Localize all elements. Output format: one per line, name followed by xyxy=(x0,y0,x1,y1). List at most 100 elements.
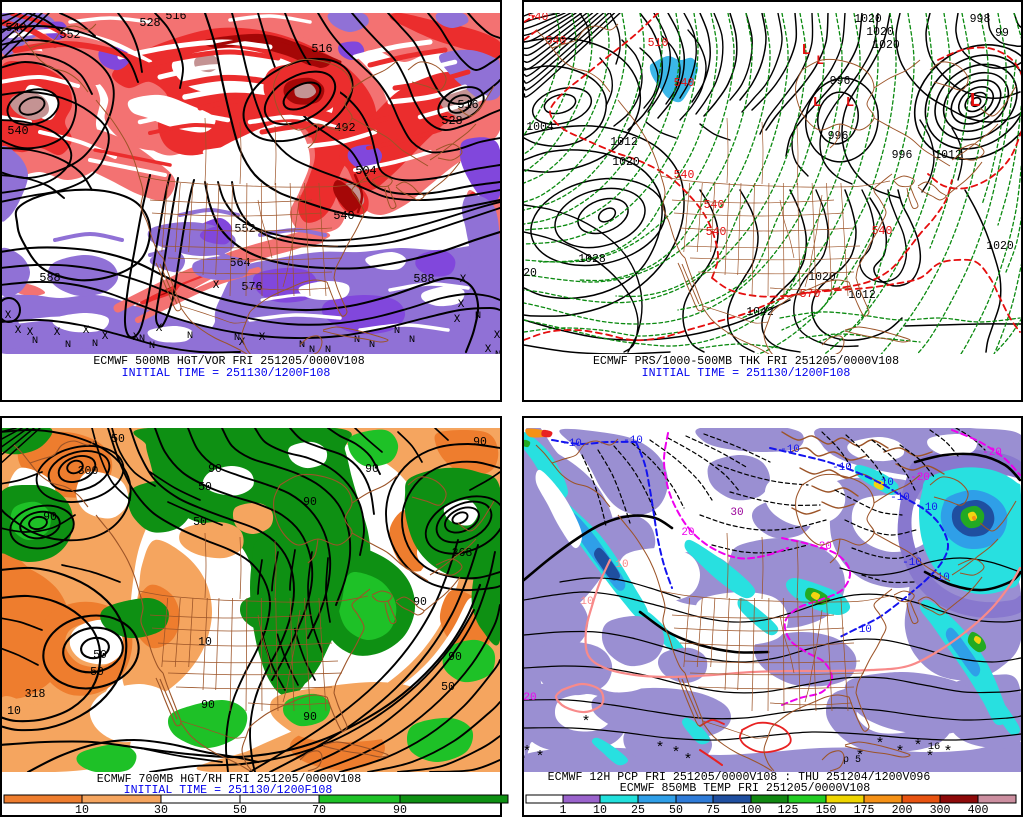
svg-text:30: 30 xyxy=(730,507,743,519)
svg-text:1020: 1020 xyxy=(854,13,882,26)
svg-text:-10: -10 xyxy=(562,438,582,450)
svg-text:20: 20 xyxy=(523,267,537,280)
svg-text:*: * xyxy=(655,740,664,757)
svg-text:50: 50 xyxy=(111,433,125,446)
svg-text:-10: -10 xyxy=(930,572,950,584)
svg-text:L: L xyxy=(813,95,821,111)
svg-text:516: 516 xyxy=(165,9,186,23)
svg-text:-10: -10 xyxy=(890,492,910,504)
svg-text:75: 75 xyxy=(706,804,720,817)
svg-text:*: * xyxy=(535,749,544,766)
svg-text:998: 998 xyxy=(970,13,991,26)
svg-text:N: N xyxy=(495,349,501,361)
svg-text:540: 540 xyxy=(674,169,695,182)
svg-text:L: L xyxy=(738,3,745,17)
svg-text:996: 996 xyxy=(830,75,851,88)
svg-text:50: 50 xyxy=(90,666,104,679)
svg-text:10: 10 xyxy=(593,804,607,817)
svg-text:-10: -10 xyxy=(874,477,894,489)
svg-text:L: L xyxy=(846,95,854,111)
svg-text:90: 90 xyxy=(303,496,317,509)
svg-text:516: 516 xyxy=(457,98,478,112)
svg-text:540: 540 xyxy=(7,124,28,138)
svg-text:-10: -10 xyxy=(902,557,922,569)
svg-text:400: 400 xyxy=(968,804,989,817)
svg-text:N: N xyxy=(309,344,315,356)
svg-text:ECMWF PRS/1000-500MB THK FRI 2: ECMWF PRS/1000-500MB THK FRI 251205/0000… xyxy=(593,355,899,368)
svg-text:-10: -10 xyxy=(623,435,643,447)
svg-text:10: 10 xyxy=(580,596,593,608)
svg-text:INITIAL TIME = 251130/1200F108: INITIAL TIME = 251130/1200F108 xyxy=(642,367,851,380)
svg-text:*: * xyxy=(913,738,922,755)
svg-text:-20: -20 xyxy=(910,472,930,484)
svg-text:*: * xyxy=(671,745,680,762)
svg-text:50: 50 xyxy=(93,649,107,662)
svg-text:90: 90 xyxy=(365,463,379,476)
svg-text:175: 175 xyxy=(854,804,875,817)
svg-text:540: 540 xyxy=(674,77,695,90)
svg-text:N: N xyxy=(394,325,400,337)
svg-text:1020: 1020 xyxy=(612,156,640,169)
svg-text:X: X xyxy=(213,280,220,292)
svg-text:300: 300 xyxy=(930,804,951,817)
svg-text:25: 25 xyxy=(631,804,645,817)
svg-text:N: N xyxy=(139,333,145,345)
svg-text:20: 20 xyxy=(523,692,536,704)
svg-text:1012: 1012 xyxy=(610,136,638,149)
svg-text:-20: -20 xyxy=(982,447,1002,459)
svg-text:1028: 1028 xyxy=(578,253,606,266)
svg-text:90: 90 xyxy=(303,711,317,724)
svg-text:*: * xyxy=(522,744,531,761)
svg-text:10: 10 xyxy=(75,804,89,817)
svg-text:50: 50 xyxy=(198,481,212,494)
svg-text:50: 50 xyxy=(233,804,247,817)
svg-text:N: N xyxy=(187,330,193,342)
svg-text:90: 90 xyxy=(208,463,222,476)
svg-text:X: X xyxy=(27,327,34,339)
svg-text:-10: -10 xyxy=(832,462,852,474)
svg-text:70: 70 xyxy=(312,804,326,817)
svg-text:1004: 1004 xyxy=(526,121,554,134)
svg-text:*: * xyxy=(683,752,692,769)
svg-text:540: 540 xyxy=(528,11,549,24)
svg-text:318: 318 xyxy=(25,688,46,701)
svg-text:X: X xyxy=(102,331,109,343)
svg-text:528: 528 xyxy=(441,114,462,128)
svg-text:50: 50 xyxy=(193,516,207,529)
svg-text:540: 540 xyxy=(546,35,567,48)
svg-text:1020: 1020 xyxy=(872,39,900,52)
svg-text:150: 150 xyxy=(816,804,837,817)
svg-text:588: 588 xyxy=(413,272,434,286)
svg-text:16: 16 xyxy=(928,741,941,753)
svg-text:564: 564 xyxy=(229,256,250,270)
svg-text:-10: -10 xyxy=(780,444,800,456)
svg-text:540: 540 xyxy=(872,225,893,238)
svg-text:X: X xyxy=(458,299,465,311)
svg-text:90: 90 xyxy=(473,436,487,449)
svg-text:X: X xyxy=(259,332,266,344)
svg-text:10: 10 xyxy=(615,559,628,571)
svg-text:X: X xyxy=(460,274,467,286)
svg-text:L: L xyxy=(969,90,980,112)
svg-text:1012: 1012 xyxy=(934,149,962,162)
svg-text:N: N xyxy=(65,339,71,351)
svg-text:*: * xyxy=(855,748,864,765)
svg-text:-10: -10 xyxy=(852,624,872,636)
svg-text:N: N xyxy=(299,339,305,351)
svg-text:ECMWF 700MB HGT/RH FRI 251205/: ECMWF 700MB HGT/RH FRI 251205/0000V108 xyxy=(97,773,361,786)
svg-text:N: N xyxy=(92,338,98,350)
svg-text:X: X xyxy=(54,327,61,339)
svg-text:540: 540 xyxy=(5,21,26,35)
svg-text:90: 90 xyxy=(448,651,462,664)
svg-text:N: N xyxy=(354,334,360,346)
svg-text:*: * xyxy=(925,749,934,766)
svg-text:268: 268 xyxy=(452,547,473,560)
svg-text:N: N xyxy=(325,344,331,356)
svg-text:X: X xyxy=(83,325,90,337)
svg-text:10: 10 xyxy=(7,705,21,718)
svg-text:200: 200 xyxy=(892,804,913,817)
svg-text:INITIAL TIME = 251130/1200F108: INITIAL TIME = 251130/1200F108 xyxy=(124,784,333,797)
svg-text:20: 20 xyxy=(681,527,694,539)
svg-text:1020: 1020 xyxy=(866,26,894,39)
svg-text:50: 50 xyxy=(669,804,683,817)
